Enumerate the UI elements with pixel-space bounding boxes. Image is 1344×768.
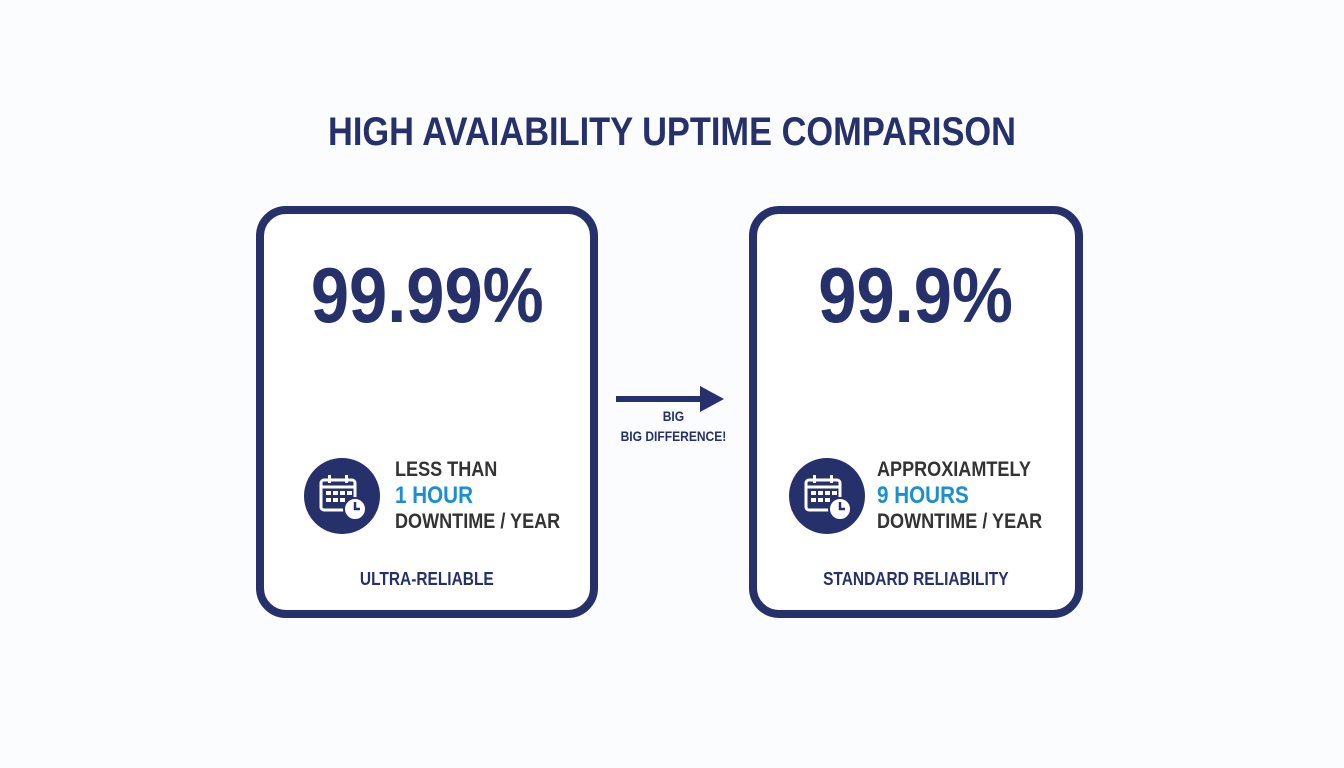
difference-label-top: BIG <box>662 408 684 424</box>
calendar-clock-icon <box>789 458 865 534</box>
card-standard-reliability: 99.9% APPROXIAMTELY 9 HOURS DOWNTIME / Y… <box>749 206 1083 618</box>
downtime-info: LESS THAN 1 HOUR DOWNTIME / YEAR <box>395 458 561 533</box>
arrow-right-icon <box>614 384 726 419</box>
uptime-percent: 99.9% <box>818 251 1014 339</box>
calendar-clock-icon <box>304 458 380 534</box>
page-title: HIGH AVAIABILITY UPTIME COMPARISON <box>327 110 1017 154</box>
card-ultra-reliable: 99.99% LESS THAN 1 HOUR DOWNTIME / YEAR … <box>256 206 598 618</box>
reliability-label: ULTRA-RELIABLE <box>360 569 494 589</box>
downtime-info: APPROXIAMTELY 9 HOURS DOWNTIME / YEAR <box>877 458 1043 533</box>
reliability-label: STANDARD RELIABILITY <box>823 569 1009 589</box>
difference-label: BIG DIFFERENCE! <box>620 428 726 444</box>
uptime-percent: 99.99% <box>310 251 544 339</box>
